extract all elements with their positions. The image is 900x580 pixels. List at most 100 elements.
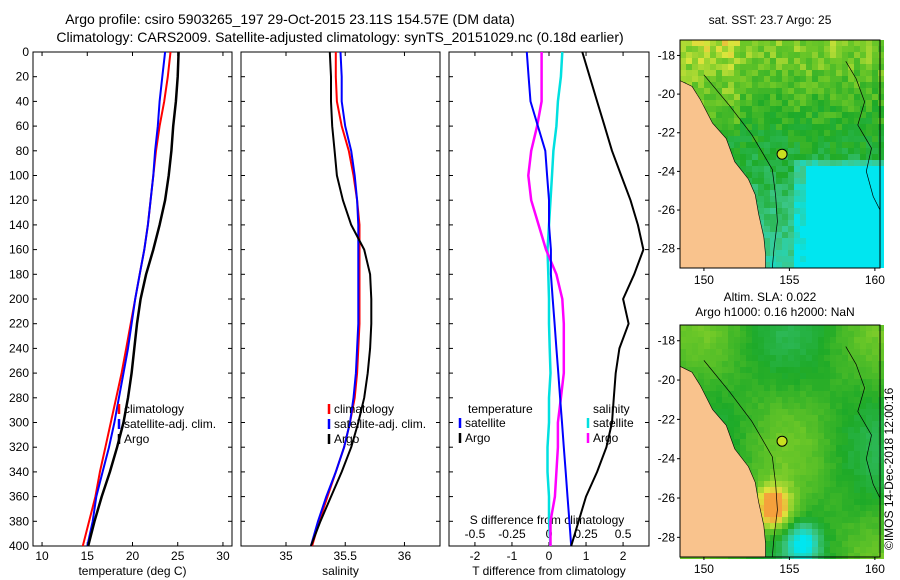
map-cell bbox=[818, 88, 824, 94]
map-cell bbox=[842, 154, 848, 160]
map-cell bbox=[878, 379, 884, 385]
map-cell bbox=[866, 202, 872, 208]
map-cell bbox=[698, 88, 704, 94]
map-cell bbox=[806, 523, 812, 529]
map-cell bbox=[794, 256, 800, 262]
map-cell bbox=[836, 367, 842, 373]
map-cell bbox=[818, 475, 824, 481]
map-cell bbox=[788, 52, 794, 58]
map-land bbox=[679, 365, 766, 558]
map-cell bbox=[728, 361, 734, 367]
map-cell bbox=[830, 391, 836, 397]
map-cell bbox=[806, 178, 812, 184]
map-cell bbox=[854, 40, 860, 46]
map-cell bbox=[758, 433, 764, 439]
map-cell bbox=[860, 481, 866, 487]
map-cell bbox=[872, 112, 878, 118]
map-cell bbox=[788, 547, 794, 553]
map-cell bbox=[800, 118, 806, 124]
map-cell bbox=[830, 409, 836, 415]
map-cell bbox=[782, 337, 788, 343]
map-cell bbox=[800, 238, 806, 244]
map-cell bbox=[800, 94, 806, 100]
map-cell bbox=[704, 94, 710, 100]
map-cell bbox=[758, 373, 764, 379]
map-cell bbox=[794, 46, 800, 52]
map-cell bbox=[794, 172, 800, 178]
map-cell bbox=[794, 433, 800, 439]
map-cell bbox=[842, 517, 848, 523]
map-cell bbox=[758, 190, 764, 196]
map-cell bbox=[776, 88, 782, 94]
map-cell bbox=[830, 379, 836, 385]
map-cell bbox=[824, 421, 830, 427]
map-cell bbox=[776, 214, 782, 220]
map-cell bbox=[824, 256, 830, 262]
map-cell bbox=[776, 337, 782, 343]
map-cell bbox=[812, 232, 818, 238]
map-cell bbox=[806, 427, 812, 433]
map-cell bbox=[800, 397, 806, 403]
map-cell bbox=[782, 445, 788, 451]
map-cell bbox=[836, 397, 842, 403]
map-cell bbox=[848, 160, 854, 166]
map-cell bbox=[716, 100, 722, 106]
map-cell bbox=[758, 112, 764, 118]
map-cell bbox=[806, 397, 812, 403]
map-cell bbox=[788, 343, 794, 349]
map-cell bbox=[830, 517, 836, 523]
map-cell bbox=[782, 82, 788, 88]
map-cell bbox=[824, 367, 830, 373]
map-cell bbox=[770, 124, 776, 130]
map-cell bbox=[842, 262, 848, 268]
map-cell bbox=[866, 421, 872, 427]
map-cell bbox=[752, 52, 758, 58]
map-cell bbox=[812, 166, 818, 172]
map-cell bbox=[848, 373, 854, 379]
map-cell bbox=[776, 238, 782, 244]
map-cell bbox=[782, 40, 788, 46]
map-cell bbox=[788, 391, 794, 397]
map-cell bbox=[752, 184, 758, 190]
map-cell bbox=[716, 355, 722, 361]
map-cell bbox=[806, 244, 812, 250]
temperature-panel: 0204060801001201401601802002202402602803… bbox=[9, 45, 233, 578]
map-cell bbox=[812, 415, 818, 421]
map-land bbox=[679, 80, 766, 269]
map-cell bbox=[740, 118, 746, 124]
map-cell bbox=[680, 355, 686, 361]
map-cell bbox=[806, 439, 812, 445]
map-cell bbox=[740, 94, 746, 100]
map-cell bbox=[806, 64, 812, 70]
map-cell bbox=[764, 421, 770, 427]
map-cell bbox=[800, 214, 806, 220]
map-cell bbox=[866, 385, 872, 391]
map-cell bbox=[782, 433, 788, 439]
map-cell bbox=[788, 505, 794, 511]
map-cell bbox=[818, 244, 824, 250]
map-cell bbox=[818, 547, 824, 553]
map-cell bbox=[728, 112, 734, 118]
map-cell bbox=[812, 355, 818, 361]
map-cell bbox=[782, 244, 788, 250]
map-cell bbox=[788, 529, 794, 535]
legend-entry-label: climatology bbox=[334, 402, 394, 416]
map-cell bbox=[758, 166, 764, 172]
map-cell bbox=[800, 475, 806, 481]
map-cell bbox=[860, 142, 866, 148]
map-cell bbox=[722, 88, 728, 94]
temperature-axes-frame bbox=[32, 51, 233, 547]
y-tick-label: 160 bbox=[9, 243, 29, 257]
map-cell bbox=[836, 178, 842, 184]
map-cell bbox=[854, 226, 860, 232]
map-cell bbox=[830, 451, 836, 457]
map-cell bbox=[788, 112, 794, 118]
map-cell bbox=[836, 493, 842, 499]
map-cell bbox=[878, 523, 884, 529]
map-cell bbox=[710, 94, 716, 100]
map-cell bbox=[794, 190, 800, 196]
map-cell bbox=[860, 172, 866, 178]
map-cell bbox=[866, 487, 872, 493]
map-cell bbox=[800, 154, 806, 160]
map-cell bbox=[764, 505, 770, 511]
